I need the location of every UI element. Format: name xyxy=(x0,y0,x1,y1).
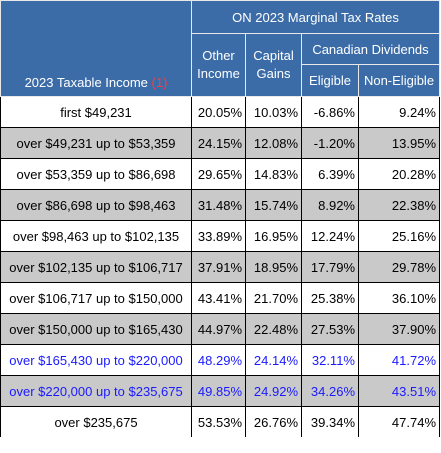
other-income-rate: 44.97% xyxy=(191,313,246,345)
table-row: over $235,675 53.53% 26.76% 39.34% 47.74… xyxy=(0,406,440,437)
eligible-dividend-rate: 6.39% xyxy=(301,158,359,190)
capital-gains-rate: 24.92% xyxy=(245,375,302,407)
other-income-rate: 49.85% xyxy=(191,375,246,407)
other-income-rate: 48.29% xyxy=(191,344,246,376)
other-income-rate: 43.41% xyxy=(191,282,246,314)
capital-gains-rate: 24.14% xyxy=(245,344,302,376)
table-row: over $98,463 up to $102,135 33.89% 16.95… xyxy=(0,220,440,252)
non-eligible-dividend-rate: 9.24% xyxy=(358,96,440,128)
non-eligible-dividend-rate: 37.90% xyxy=(358,313,440,345)
non-eligible-header: Non-Eligible xyxy=(358,64,440,97)
table-row: over $53,359 up to $86,698 29.65% 14.83%… xyxy=(0,158,440,190)
eligible-dividend-rate: -6.86% xyxy=(301,96,359,128)
table-row: over $102,135 up to $106,717 37.91% 18.9… xyxy=(0,251,440,283)
capital-gains-header-label: Capital Gains xyxy=(253,48,294,81)
eligible-dividend-rate: 25.38% xyxy=(301,282,359,314)
other-income-rate: 20.05% xyxy=(191,96,246,128)
eligible-dividend-rate: 27.53% xyxy=(301,313,359,345)
non-eligible-dividend-rate: 47.74% xyxy=(358,406,440,437)
capital-gains-rate: 21.70% xyxy=(245,282,302,314)
capital-gains-rate: 22.48% xyxy=(245,313,302,345)
income-bracket: over $150,000 up to $165,430 xyxy=(0,313,192,345)
income-bracket: over $86,698 up to $98,463 xyxy=(0,189,192,221)
capital-gains-rate: 15.74% xyxy=(245,189,302,221)
non-eligible-dividend-rate: 29.78% xyxy=(358,251,440,283)
income-bracket: over $98,463 up to $102,135 xyxy=(0,220,192,252)
table-row: first $49,231 20.05% 10.03% -6.86% 9.24% xyxy=(0,96,440,128)
other-income-rate: 24.15% xyxy=(191,127,246,159)
eligible-header: Eligible xyxy=(301,64,359,97)
eligible-dividend-rate: 12.24% xyxy=(301,220,359,252)
tax-rates-table: 2023 Taxable Income (1) ON 2023 Marginal… xyxy=(0,0,440,437)
other-income-rate: 37.91% xyxy=(191,251,246,283)
other-income-rate: 29.65% xyxy=(191,158,246,190)
income-bracket: over $106,717 up to $150,000 xyxy=(0,282,192,314)
eligible-dividend-rate: 8.92% xyxy=(301,189,359,221)
canadian-dividends-header: Canadian Dividends xyxy=(301,33,440,65)
income-bracket: over $102,135 up to $106,717 xyxy=(0,251,192,283)
footnote-link[interactable]: (1) xyxy=(151,75,168,90)
other-income-rate: 33.89% xyxy=(191,220,246,252)
income-bracket: over $49,231 up to $53,359 xyxy=(0,127,192,159)
non-eligible-dividend-rate: 41.72% xyxy=(358,344,440,376)
eligible-dividend-rate: 17.79% xyxy=(301,251,359,283)
other-income-rate: 53.53% xyxy=(191,406,246,437)
other-income-rate: 31.48% xyxy=(191,189,246,221)
income-bracket: first $49,231 xyxy=(0,96,192,128)
income-bracket: over $220,000 up to $235,675 xyxy=(0,375,192,407)
eligible-dividend-rate: 32.11% xyxy=(301,344,359,376)
tax-rates-table-container: 2023 Taxable Income (1) ON 2023 Marginal… xyxy=(0,0,440,437)
capital-gains-rate: 14.83% xyxy=(245,158,302,190)
table-row: over $150,000 up to $165,430 44.97% 22.4… xyxy=(0,313,440,345)
income-bracket: over $235,675 xyxy=(0,406,192,437)
eligible-dividend-rate: 34.26% xyxy=(301,375,359,407)
table-row-highlighted: over $220,000 up to $235,675 49.85% 24.9… xyxy=(0,375,440,407)
non-eligible-dividend-rate: 13.95% xyxy=(358,127,440,159)
table-row-highlighted: over $165,430 up to $220,000 48.29% 24.1… xyxy=(0,344,440,376)
eligible-dividend-rate: 39.34% xyxy=(301,406,359,437)
table-row: over $49,231 up to $53,359 24.15% 12.08%… xyxy=(0,127,440,159)
other-income-header-label: Other Income xyxy=(197,48,240,81)
taxable-income-header: 2023 Taxable Income (1) xyxy=(0,0,192,97)
non-eligible-dividend-rate: 25.16% xyxy=(358,220,440,252)
capital-gains-rate: 12.08% xyxy=(245,127,302,159)
eligible-dividend-rate: -1.20% xyxy=(301,127,359,159)
capital-gains-rate: 18.95% xyxy=(245,251,302,283)
non-eligible-dividend-rate: 43.51% xyxy=(358,375,440,407)
capital-gains-rate: 26.76% xyxy=(245,406,302,437)
non-eligible-dividend-rate: 22.38% xyxy=(358,189,440,221)
table-row: over $106,717 up to $150,000 43.41% 21.7… xyxy=(0,282,440,314)
capital-gains-rate: 10.03% xyxy=(245,96,302,128)
other-income-header: Other Income xyxy=(191,33,246,97)
taxable-income-header-label: 2023 Taxable Income xyxy=(24,75,148,90)
income-bracket: over $53,359 up to $86,698 xyxy=(0,158,192,190)
table-title: ON 2023 Marginal Tax Rates xyxy=(191,0,440,34)
capital-gains-header: Capital Gains xyxy=(245,33,302,97)
non-eligible-dividend-rate: 20.28% xyxy=(358,158,440,190)
capital-gains-rate: 16.95% xyxy=(245,220,302,252)
income-bracket: over $165,430 up to $220,000 xyxy=(0,344,192,376)
table-row: over $86,698 up to $98,463 31.48% 15.74%… xyxy=(0,189,440,221)
non-eligible-dividend-rate: 36.10% xyxy=(358,282,440,314)
